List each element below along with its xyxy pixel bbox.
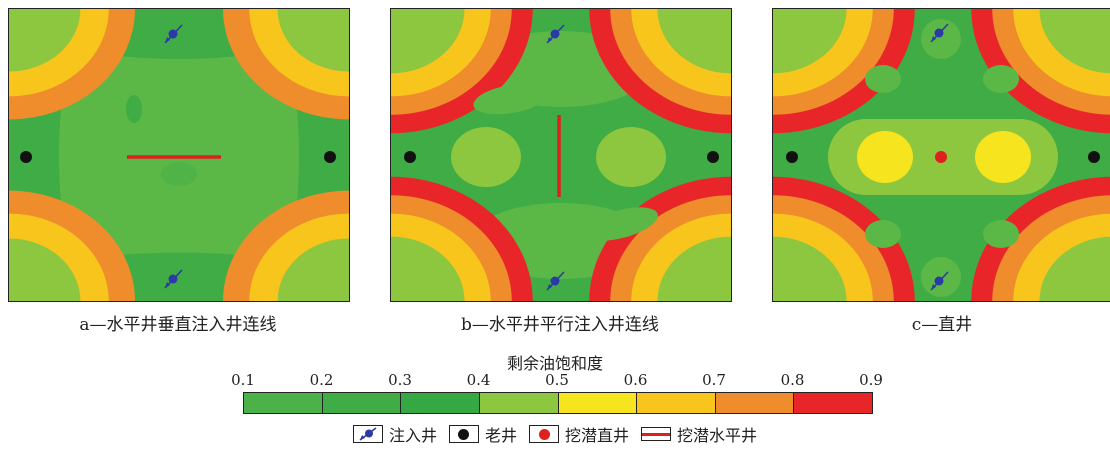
old-well-icon xyxy=(786,151,798,163)
colorbar xyxy=(243,392,873,414)
legend-vertical-well: 挖潜直井 xyxy=(529,422,629,446)
colorbar-tick: 0.4 xyxy=(466,371,491,389)
horizontal-well-icon xyxy=(641,427,672,441)
injection-well-icon xyxy=(546,24,565,44)
colorbar-cell xyxy=(794,393,872,413)
old-well-icon xyxy=(1088,151,1100,163)
injection-well-icon xyxy=(164,269,183,289)
colorbar-cell xyxy=(558,393,638,413)
colorbar-cell xyxy=(479,393,559,413)
colorbar-title: 剩余油饱和度 xyxy=(506,354,603,373)
colorbar-tick: 0.2 xyxy=(309,371,334,389)
panel-a xyxy=(8,8,350,302)
injection-well-icon xyxy=(546,271,565,291)
injection-well-icon xyxy=(164,24,183,44)
colorbar-cell xyxy=(637,393,716,413)
legend-vertical-label: 挖潜直井 xyxy=(565,426,630,445)
vertical-well-icon xyxy=(935,151,947,163)
panel-b xyxy=(390,8,732,302)
old-well-icon xyxy=(324,151,336,163)
colorbar-cell xyxy=(401,393,480,413)
colorbar-cell xyxy=(322,393,402,413)
colorbar-cell xyxy=(244,393,323,413)
caption-a: a—水平井垂直注入井连线 xyxy=(79,315,277,335)
caption-c: c—直井 xyxy=(911,315,973,335)
colorbar-tick: 0.7 xyxy=(702,371,726,389)
legend-old-well: 老井 xyxy=(448,422,517,446)
colorbar-cell xyxy=(715,393,795,413)
legend-injection-well: 注入井 xyxy=(352,422,437,446)
colorbar-tick: 0.8 xyxy=(780,371,805,389)
old-well-icon xyxy=(20,151,32,163)
colorbar-tick: 0.9 xyxy=(859,371,883,389)
legend: 注入井 老井 挖潜直井 挖潜水平井 xyxy=(0,422,1110,446)
colorbar-ticks: 0.1 0.2 0.3 0.4 0.5 0.6 0.7 0.8 0.9 xyxy=(0,371,1110,391)
legend-old-label: 老井 xyxy=(484,426,517,445)
old-well-icon xyxy=(404,151,416,163)
old-well-icon xyxy=(707,151,719,163)
colorbar-tick: 0.6 xyxy=(623,371,648,389)
old-well-icon xyxy=(448,425,479,443)
injection-well-icon xyxy=(352,425,383,443)
colorbar-tick: 0.1 xyxy=(231,371,255,389)
legend-horizontal-well: 挖潜水平井 xyxy=(641,422,757,446)
colorbar-tick: 0.3 xyxy=(388,371,412,389)
panel-c xyxy=(772,8,1110,302)
injection-well-icon xyxy=(930,271,949,291)
vertical-well-icon xyxy=(529,425,559,443)
colorbar-tick: 0.5 xyxy=(545,371,569,389)
legend-horizontal-label: 挖潜水平井 xyxy=(677,426,758,445)
injection-well-icon xyxy=(930,23,949,43)
legend-injection-label: 注入井 xyxy=(388,426,437,445)
caption-b: b—水平井平行注入井连线 xyxy=(461,315,659,335)
